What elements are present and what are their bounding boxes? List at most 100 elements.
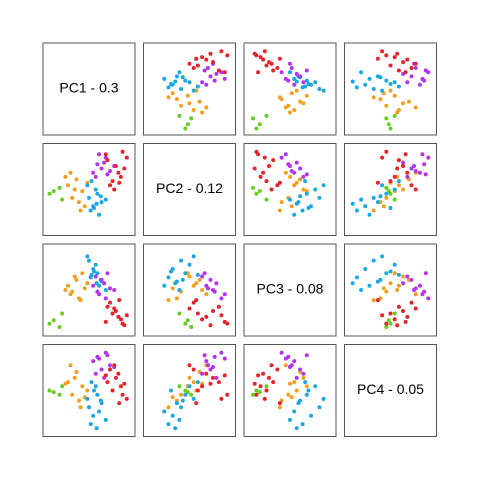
- point: [60, 384, 65, 389]
- point: [208, 51, 213, 56]
- point: [403, 70, 408, 75]
- point: [313, 80, 318, 85]
- point: [200, 371, 205, 376]
- point: [95, 191, 100, 196]
- point: [191, 300, 196, 305]
- point: [381, 286, 386, 291]
- point: [105, 380, 110, 385]
- point: [194, 56, 199, 61]
- point: [214, 71, 219, 76]
- point: [257, 122, 262, 127]
- point: [98, 398, 103, 403]
- point: [170, 413, 175, 418]
- point: [93, 384, 98, 389]
- point: [401, 281, 406, 286]
- point: [288, 364, 292, 369]
- point: [321, 88, 326, 93]
- point: [392, 271, 397, 276]
- point: [200, 80, 205, 85]
- point: [262, 396, 267, 401]
- point: [254, 392, 259, 397]
- point: [185, 122, 190, 127]
- point: [162, 76, 167, 81]
- point: [371, 298, 376, 303]
- point: [264, 388, 269, 393]
- point: [63, 288, 68, 292]
- point: [120, 149, 125, 154]
- point: [254, 126, 259, 131]
- point: [118, 384, 123, 389]
- point: [70, 195, 75, 200]
- point: [208, 381, 213, 386]
- point: [85, 254, 90, 259]
- panel: [143, 143, 236, 236]
- point: [294, 201, 299, 206]
- point: [191, 66, 196, 70]
- point: [378, 75, 383, 80]
- point: [350, 79, 355, 84]
- point: [103, 417, 108, 422]
- point: [283, 363, 288, 368]
- point: [367, 212, 372, 217]
- point: [294, 88, 299, 93]
- point: [208, 277, 213, 282]
- point: [89, 179, 94, 184]
- point: [395, 288, 400, 292]
- point: [200, 110, 205, 115]
- point: [91, 170, 96, 175]
- point: [321, 396, 326, 401]
- point: [298, 367, 303, 372]
- point: [380, 49, 385, 54]
- point: [108, 300, 112, 305]
- point: [166, 422, 171, 427]
- point: [116, 170, 121, 175]
- point: [225, 53, 230, 58]
- point: [187, 101, 192, 106]
- point: [94, 426, 99, 431]
- point: [194, 401, 199, 406]
- point: [256, 70, 261, 75]
- point: [384, 191, 389, 196]
- point: [392, 55, 397, 60]
- point: [174, 74, 179, 79]
- point: [222, 76, 227, 81]
- point: [110, 311, 115, 316]
- point: [413, 306, 418, 311]
- point: [195, 388, 200, 393]
- point: [200, 274, 205, 279]
- point: [388, 88, 393, 93]
- point: [292, 82, 297, 87]
- point: [294, 388, 299, 393]
- point: [412, 288, 417, 292]
- point: [257, 189, 262, 194]
- point: [388, 321, 393, 326]
- point: [82, 286, 87, 291]
- point: [183, 126, 188, 131]
- point: [288, 163, 292, 168]
- point: [85, 388, 90, 393]
- point: [103, 296, 108, 301]
- variable-label: PC2 - 0.12: [156, 180, 223, 196]
- point: [183, 321, 188, 326]
- point: [317, 405, 322, 410]
- point: [420, 76, 425, 81]
- point: [187, 363, 192, 368]
- panel: [42, 344, 136, 437]
- point: [170, 286, 175, 291]
- point: [384, 321, 389, 326]
- point: [174, 401, 179, 406]
- point: [195, 272, 200, 277]
- point: [60, 197, 65, 202]
- point: [257, 390, 262, 395]
- point: [388, 126, 393, 131]
- point: [388, 281, 393, 286]
- point: [267, 163, 271, 168]
- point: [303, 84, 308, 89]
- point: [401, 309, 406, 313]
- point: [120, 392, 125, 397]
- point: [384, 195, 389, 200]
- point: [99, 166, 104, 171]
- point: [298, 74, 303, 79]
- point: [183, 271, 188, 276]
- point: [92, 205, 97, 210]
